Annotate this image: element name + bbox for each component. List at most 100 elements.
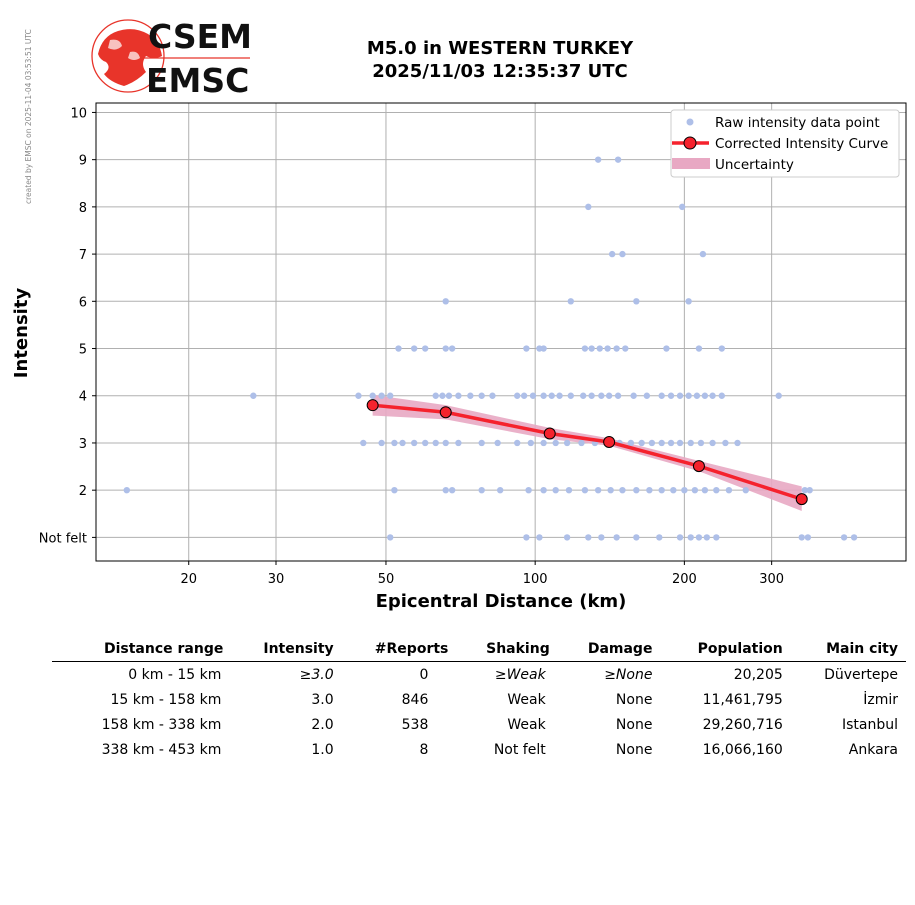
raw-data-point xyxy=(638,439,645,447)
raw-data-point xyxy=(701,486,709,494)
raw-data-point xyxy=(676,392,684,399)
raw-data-point xyxy=(540,392,547,399)
curve-point xyxy=(603,436,616,449)
summary-table: Distance range Intensity #Reports Shakin… xyxy=(52,639,906,762)
raw-data-point xyxy=(709,439,716,447)
raw-data-point xyxy=(643,392,651,399)
cell-city: Ankara xyxy=(848,741,898,758)
raw-data-point xyxy=(455,392,462,399)
cell-damage: None xyxy=(615,741,653,758)
intensity-curve-line xyxy=(372,403,803,501)
raw-data-point xyxy=(391,486,398,494)
raw-data-point xyxy=(806,486,813,494)
raw-data-point xyxy=(439,392,446,399)
y-tick-label: 2 xyxy=(79,484,87,499)
raw-data-point xyxy=(552,486,559,494)
raw-data-point xyxy=(613,534,620,541)
creation-stamp-text: created by EMSC on 2025-11-04 03:53:51 U… xyxy=(24,29,33,204)
raw-data-point xyxy=(536,534,543,541)
raw-data-point xyxy=(667,439,675,447)
raw-data-point xyxy=(489,392,496,399)
raw-data-point xyxy=(579,392,587,399)
raw-data-point xyxy=(585,203,592,211)
raw-data-point xyxy=(494,439,501,447)
cell-reports: 8 xyxy=(419,741,429,758)
raw-data-point xyxy=(448,486,456,494)
raw-data-point xyxy=(619,486,626,494)
raw-data-point xyxy=(663,345,670,352)
raw-data-point xyxy=(581,345,589,352)
raw-data-point xyxy=(646,486,653,494)
raw-data-point xyxy=(656,534,663,541)
x-tick-label: 20 xyxy=(180,572,197,587)
cell-city: Düvertepe xyxy=(824,666,898,683)
raw-data-point xyxy=(633,534,640,541)
raw-data-point xyxy=(596,345,603,352)
raw-data-point xyxy=(699,250,707,258)
raw-data-point xyxy=(567,392,574,399)
cell-distance: 158 km - 338 km xyxy=(101,716,222,733)
raw-data-point xyxy=(563,439,571,447)
raw-data-point xyxy=(520,392,528,399)
raw-data-point xyxy=(540,486,547,494)
raw-data-point xyxy=(627,439,635,447)
raw-data-point xyxy=(523,534,530,541)
raw-data-point xyxy=(658,439,665,447)
x-tick-label: 200 xyxy=(672,572,697,587)
raw-data-point xyxy=(614,392,622,399)
raw-data-point xyxy=(676,534,684,541)
header-distance: Distance range xyxy=(52,639,232,662)
legend-curve-marker xyxy=(683,136,697,150)
raw-data-point xyxy=(676,439,684,447)
raw-data-point xyxy=(442,439,449,447)
raw-data-point xyxy=(725,486,733,494)
raw-points-layer xyxy=(123,156,858,541)
raw-data-point xyxy=(687,534,694,541)
raw-data-point xyxy=(378,392,385,399)
raw-data-point xyxy=(594,156,602,163)
cell-city: İzmir xyxy=(863,691,898,708)
legend-box xyxy=(670,109,900,178)
chart-subtitle: 2025/11/03 12:35:37 UTC xyxy=(372,61,628,82)
raw-data-point xyxy=(548,392,555,399)
table-header-row: Distance range Intensity #Reports Shakin… xyxy=(52,639,906,662)
cell-reports: 538 xyxy=(401,716,429,733)
raw-data-point xyxy=(369,392,376,399)
cell-population: 16,066,160 xyxy=(702,741,783,758)
raw-data-point xyxy=(432,439,439,447)
y-tick-label: 6 xyxy=(79,295,87,310)
raw-data-point xyxy=(478,439,485,447)
curve-point xyxy=(795,493,808,506)
raw-data-point xyxy=(478,486,485,494)
raw-data-point xyxy=(563,534,571,541)
raw-data-point xyxy=(804,534,812,541)
raw-data-point xyxy=(667,392,675,399)
cell-population: 20,205 xyxy=(733,666,783,683)
raw-data-point xyxy=(598,534,605,541)
raw-data-point xyxy=(552,439,559,447)
raw-data-point xyxy=(718,345,726,352)
raw-data-point xyxy=(608,250,616,258)
legend-raw-marker xyxy=(686,118,694,126)
raw-data-point xyxy=(685,392,692,399)
raw-data-point xyxy=(658,392,665,399)
table-row: 0 km - 15 km ≥3.0 0 ≥Weak ≥None 20,205 D… xyxy=(52,662,906,688)
raw-data-point xyxy=(395,345,402,352)
curve-point xyxy=(692,460,705,473)
csem-emsc-logo: CSEM EMSC xyxy=(91,17,252,100)
y-tick-label: 9 xyxy=(79,154,87,169)
cell-shaking: ≥Weak xyxy=(494,666,546,683)
cell-distance: 338 km - 453 km xyxy=(101,741,222,758)
intensity-chart: 20 30 50 100 200 300 Not felt 2 3 4 5 6 7 8 9 10 Epice… xyxy=(11,102,907,612)
x-ticks: 20 30 50 100 200 300 xyxy=(180,561,784,587)
raw-data-point xyxy=(594,486,602,494)
raw-data-point xyxy=(445,392,453,399)
curve-layer xyxy=(366,399,808,506)
raw-data-point xyxy=(387,534,394,541)
raw-data-point xyxy=(525,486,532,494)
plot-frame xyxy=(95,102,907,562)
raw-data-point xyxy=(588,345,595,352)
logo-emsc-text: EMSC xyxy=(146,61,249,100)
curve-point xyxy=(366,399,379,412)
raw-data-point xyxy=(850,534,858,541)
